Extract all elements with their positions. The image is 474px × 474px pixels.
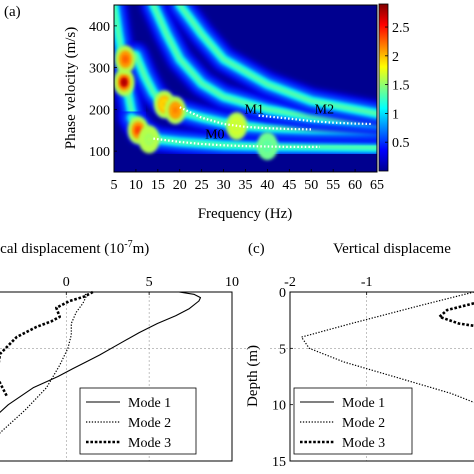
panel-b-legend: Mode 1 Mode 2 Mode 3	[79, 387, 197, 455]
x-tick-label: 0	[63, 275, 70, 290]
y-tick-label: 200	[89, 103, 110, 118]
panel-c-mode-shapes: (c) Vertical displaceme -2 -1 0 5 10 15 Depth…	[245, 241, 474, 470]
x-tick-label: 55	[326, 178, 340, 193]
colorbar-tick-label: 2	[392, 50, 399, 65]
energy-ridge	[177, 5, 377, 116]
energy-hotspot	[173, 107, 178, 114]
x-tick-label: 10	[129, 178, 143, 193]
x-tick-label: 15	[151, 178, 165, 193]
panel-c-title: Vertical displaceme	[333, 241, 451, 257]
panel-b-ticks: 0 5 10	[63, 275, 239, 295]
x-tick-label: 20	[173, 178, 187, 193]
colorbar-tick-label: 2.5	[392, 21, 410, 36]
dispersion-heatmap	[114, 5, 377, 172]
x-tick-label: 60	[348, 178, 362, 193]
energy-ridge	[151, 5, 377, 125]
x-tick-label: 45	[282, 178, 296, 193]
legend-entry: Mode 2	[128, 416, 171, 431]
series-mode-3	[0, 290, 94, 397]
panel-a-label: (a)	[4, 4, 21, 20]
y-tick-label: 400	[89, 20, 110, 35]
mode-label-m2: M2	[315, 103, 334, 118]
y-tick-label: 300	[89, 62, 110, 77]
panel-c-curves	[300, 291, 474, 403]
x-tick-label: 5	[111, 178, 118, 193]
x-tick-label: 25	[195, 178, 209, 193]
x-tick-label: -1	[361, 275, 373, 290]
colorbar-ticks: 0.5 1 1.5 2 2.5	[385, 21, 410, 151]
x-tick-label: 65	[370, 178, 384, 193]
series-mode-1	[0, 291, 202, 413]
legend-entry: Mode 1	[342, 396, 385, 411]
x-tick-label: 30	[217, 178, 231, 193]
x-tick-label: 50	[304, 178, 318, 193]
panel-b-axes-frame	[0, 291, 233, 462]
series-mode-2	[0, 291, 87, 434]
panel-a-dispersion-image: (a) M0 M1 M2 5 10 15 20 25 30 35 40 45 50 55 60 65 100 2…	[4, 3, 410, 222]
energy-ridge	[133, 52, 377, 133]
x-tick-label: -2	[284, 275, 296, 290]
panel-c-axes-frame	[289, 291, 474, 462]
series-mode-2	[300, 291, 474, 403]
y-tick-label: 5	[279, 342, 286, 357]
legend-entry: Mode 3	[342, 436, 385, 451]
x-tick-label: 35	[239, 178, 253, 193]
legend-entry: Mode 3	[128, 436, 171, 451]
y-tick-label: 100	[89, 145, 110, 160]
legend-entry: Mode 1	[128, 396, 171, 411]
mode-label-m0: M0	[205, 128, 224, 143]
colorbar-tick-label: 1	[392, 107, 399, 122]
panel-b-curves	[0, 290, 202, 434]
panel-c-y-axis-label: Depth (m)	[245, 345, 261, 407]
energy-hotspot	[121, 79, 127, 86]
mode-label-m1: M1	[245, 103, 264, 118]
panel-b-mode-shapes: ical displacement (10-7m) 0 5 10 Mode 1Mod…	[0, 239, 252, 462]
energy-hotspot	[123, 56, 128, 63]
panel-a-y-axis-label: Phase velocity (m/s)	[63, 27, 79, 149]
energy-hotspot	[135, 127, 141, 134]
y-tick-label: 15	[272, 455, 286, 470]
panel-c-ticks: -2 -1 0 5 10 15	[272, 275, 373, 470]
picked-mode-points	[153, 106, 373, 148]
x-tick-label: 40	[260, 178, 274, 193]
x-tick-label: 10	[225, 275, 239, 290]
panel-c-label: (c)	[248, 241, 265, 257]
energy-hotspot	[146, 136, 152, 143]
panel-b-title: ical displacement (10-7m)	[0, 239, 149, 257]
panel-a-x-axis-label: Frequency (Hz)	[198, 206, 293, 222]
x-tick-label: 5	[146, 275, 153, 290]
colorbar-tick-label: 0.5	[392, 136, 410, 151]
legend-entry: Mode 2	[342, 416, 385, 431]
colorbar	[378, 3, 389, 172]
y-tick-label: 0	[279, 286, 286, 301]
picked-points-m2	[258, 114, 373, 126]
series-mode-3	[438, 302, 474, 328]
colorbar-tick-label: 1.5	[392, 79, 410, 94]
picked-points-m0	[153, 137, 320, 148]
mode-annotations: M0 M1 M2	[205, 103, 334, 143]
panel-a-ticks: 5 10 15 20 25 30 35 40 45 50 55 60 65 100 200 300 400	[89, 20, 384, 193]
panel-c-legend: Mode 1 Mode 2 Mode 3	[293, 387, 413, 455]
y-tick-label: 10	[272, 399, 286, 414]
